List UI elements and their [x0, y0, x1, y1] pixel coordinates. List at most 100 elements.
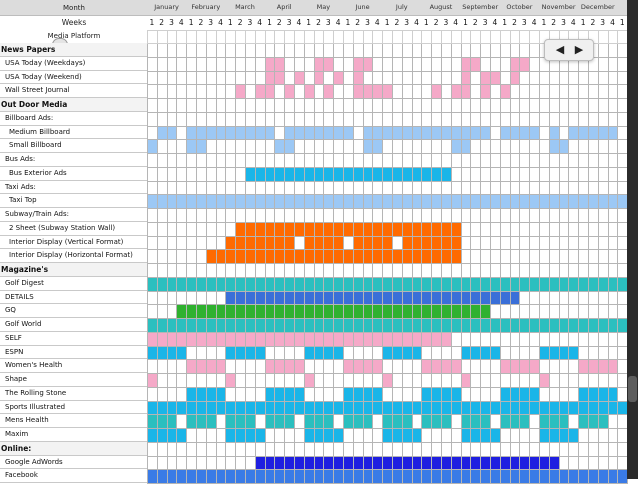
- week-number: 4: [374, 18, 380, 27]
- week-number: 4: [492, 18, 498, 27]
- week-number: 3: [482, 18, 488, 27]
- section-label[interactable]: Online:: [0, 441, 147, 456]
- scrollbar-thumb[interactable]: [628, 376, 637, 402]
- week-number: 1: [463, 18, 468, 27]
- row-label[interactable]: Billboard Ads:: [0, 112, 147, 126]
- month-label: August: [429, 3, 453, 11]
- week-number: 2: [472, 18, 478, 27]
- week-number: 4: [218, 18, 223, 27]
- month-label: February: [191, 3, 221, 11]
- week-number: 3: [561, 18, 566, 27]
- week-number: 1: [580, 18, 586, 27]
- section-label[interactable]: News Papers: [0, 43, 147, 57]
- month-label: September: [462, 3, 499, 11]
- week-number: 2: [551, 18, 557, 27]
- month-header: Month: [63, 4, 85, 12]
- row-label[interactable]: Facebook: [0, 469, 147, 483]
- month-label: June: [355, 3, 370, 11]
- week-number: 2: [394, 18, 400, 27]
- week-number: 3: [169, 18, 174, 27]
- row-label[interactable]: SELF: [0, 332, 147, 346]
- row-label[interactable]: Taxi Top: [0, 194, 147, 208]
- week-number: 4: [570, 18, 576, 27]
- row-label[interactable]: USA Today (Weekend): [0, 71, 147, 85]
- week-number: 1: [619, 18, 625, 27]
- section-label[interactable]: Out Door Media: [0, 98, 147, 112]
- row-label[interactable]: ESPN: [0, 346, 147, 360]
- row-label[interactable]: Mens Health: [0, 414, 147, 428]
- row-label[interactable]: Medium Billboard: [0, 126, 147, 140]
- row-label[interactable]: The Rolling Stone: [0, 387, 147, 401]
- week-number: 1: [227, 18, 233, 27]
- week-number: 4: [453, 18, 459, 27]
- week-number: 2: [355, 18, 361, 27]
- week-number: 3: [600, 18, 606, 27]
- week-number: 3: [404, 18, 410, 27]
- week-number: 2: [590, 18, 596, 27]
- week-number: 3: [521, 18, 527, 27]
- week-number: 2: [159, 18, 165, 27]
- week-number: 2: [316, 18, 321, 27]
- row-label[interactable]: Small Billboard: [0, 139, 147, 153]
- row-label[interactable]: Taxi Ads:: [0, 181, 147, 195]
- section-label[interactable]: Magazine's: [0, 263, 147, 277]
- row-label[interactable]: Bus Ads:: [0, 153, 147, 167]
- week-number: 1: [345, 18, 351, 27]
- week-number: 4: [296, 18, 302, 27]
- row-label[interactable]: Golf Digest: [0, 277, 147, 291]
- row-label[interactable]: Sports Illustrated: [0, 401, 147, 415]
- week-number: 2: [276, 18, 282, 27]
- month-label: July: [395, 3, 408, 11]
- week-number: 1: [188, 18, 194, 27]
- row-label[interactable]: Interior Display (Horizontal Format): [0, 249, 147, 263]
- row-label[interactable]: Maxim: [0, 428, 147, 442]
- week-number: 2: [433, 18, 439, 27]
- week-number: 3: [208, 18, 214, 27]
- row-label[interactable]: Subway/Train Ads:: [0, 208, 147, 222]
- week-number: 4: [335, 18, 341, 27]
- month-label: November: [541, 3, 576, 11]
- week-number: 4: [610, 18, 615, 27]
- week-number: 4: [257, 18, 263, 27]
- header-band: [0, 0, 627, 16]
- row-label[interactable]: GQ: [0, 304, 147, 318]
- week-number: 2: [512, 18, 517, 27]
- row-label[interactable]: 2 Sheet (Subway Station Wall): [0, 222, 147, 236]
- vertical-scrollbar[interactable]: [627, 0, 638, 479]
- week-number: 3: [247, 18, 253, 27]
- month-label: May: [316, 3, 331, 11]
- week-number: 2: [198, 18, 204, 27]
- week-number: 4: [178, 18, 184, 27]
- weeks-header: Weeks: [61, 18, 87, 27]
- week-number: 3: [365, 18, 370, 27]
- row-label[interactable]: Bus Exterior Ads: [0, 167, 147, 181]
- left-arrow-icon[interactable]: ◀: [555, 43, 565, 56]
- week-number: 1: [423, 18, 429, 27]
- week-number: 3: [443, 18, 449, 27]
- week-number: 4: [414, 18, 419, 27]
- week-number: 1: [541, 18, 547, 27]
- month-label: April: [276, 3, 292, 11]
- week-number: 1: [267, 18, 272, 27]
- month-label: January: [154, 3, 179, 11]
- row-label[interactable]: Women's Health: [0, 359, 147, 373]
- week-number: 3: [325, 18, 331, 27]
- week-number: 1: [502, 18, 508, 27]
- row-label[interactable]: Interior Display (Vertical Format): [0, 236, 147, 250]
- week-number: 3: [286, 18, 292, 27]
- week-number: 1: [306, 18, 312, 27]
- row-label[interactable]: USA Today (Weekdays): [0, 57, 147, 71]
- row-label[interactable]: Wall Street Journal: [0, 84, 147, 98]
- month-label: March: [235, 3, 255, 11]
- right-arrow-icon[interactable]: ▶: [574, 43, 584, 56]
- week-number: 1: [384, 18, 390, 27]
- week-number: 2: [237, 18, 243, 27]
- row-label[interactable]: Shape: [0, 373, 147, 387]
- week-number: 4: [531, 18, 537, 27]
- month-navigation[interactable]: ◀ ▶: [544, 39, 594, 61]
- row-label[interactable]: Golf World: [0, 318, 147, 332]
- media-platform-header: Media Platform: [47, 32, 101, 40]
- row-label[interactable]: Google AdWords: [0, 456, 147, 470]
- row-label[interactable]: DETAILS: [0, 291, 147, 305]
